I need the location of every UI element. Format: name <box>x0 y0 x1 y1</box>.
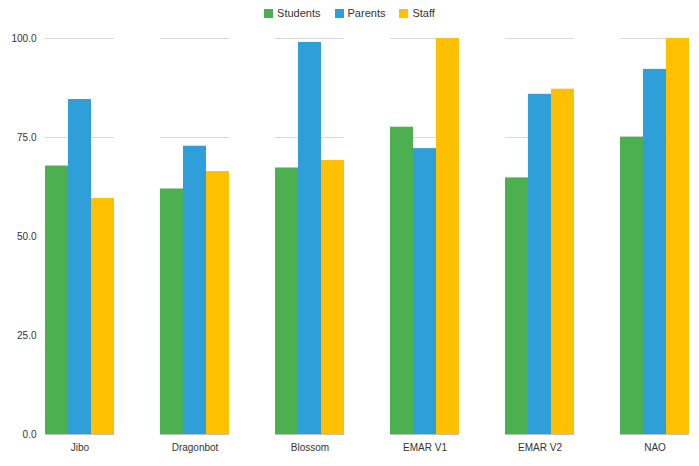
html-text:Parents: Parents <box>347 7 386 19</box>
svg-text:Blossom: Blossom <box>291 442 329 453</box>
html-text:Students: Students <box>277 7 321 19</box>
svg-text:Dragonbot: Dragonbot <box>172 442 219 453</box>
html-text:Staff: Staff <box>412 7 435 19</box>
svg-text:0.0: 0.0 <box>23 429 37 440</box>
svg-text:50.0: 50.0 <box>17 231 37 242</box>
svg-text:Jibo: Jibo <box>71 442 90 453</box>
svg-text:EMAR V2: EMAR V2 <box>518 442 562 453</box>
svg-text:EMAR V1: EMAR V1 <box>403 442 447 453</box>
svg-text:NAO: NAO <box>644 442 666 453</box>
svg-text:25.0: 25.0 <box>17 330 37 341</box>
svg-text:100.0: 100.0 <box>11 33 36 44</box>
svg-text:75.0: 75.0 <box>17 132 37 143</box>
